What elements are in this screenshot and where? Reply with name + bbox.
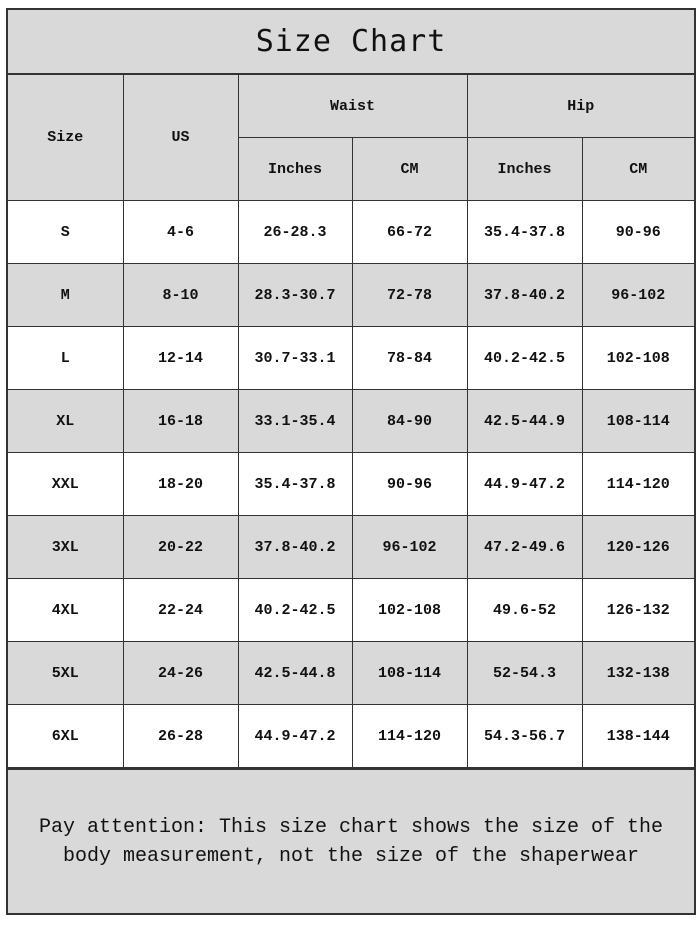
- cell-hip-cm: 96-102: [581, 263, 694, 327]
- cell-waist-cm: 90-96: [351, 452, 468, 516]
- cell-us: 22-24: [122, 578, 239, 642]
- cell-hip-inches: 54.3-56.7: [466, 704, 583, 768]
- header-hip-inches: Inches: [466, 137, 583, 201]
- size-chart: Size Chart Size US Waist Hip Inches CM I…: [6, 8, 696, 915]
- cell-hip-inches: 52-54.3: [466, 641, 583, 705]
- cell-size: 4XL: [8, 578, 124, 642]
- cell-hip-cm: 114-120: [581, 452, 694, 516]
- header-us: US: [122, 75, 239, 201]
- table-row: 5XL 24-26 42.5-44.8 108-114 52-54.3 132-138: [8, 641, 694, 705]
- table-row: 4XL 22-24 40.2-42.5 102-108 49.6-52 126-132: [8, 578, 694, 642]
- cell-hip-inches: 49.6-52: [466, 578, 583, 642]
- cell-size: 3XL: [8, 515, 124, 579]
- cell-waist-inches: 35.4-37.8: [237, 452, 353, 516]
- table-row: XL 16-18 33.1-35.4 84-90 42.5-44.9 108-114: [8, 389, 694, 453]
- table-row: 3XL 20-22 37.8-40.2 96-102 47.2-49.6 120-126: [8, 515, 694, 579]
- cell-size: M: [8, 263, 124, 327]
- cell-us: 26-28: [122, 704, 239, 768]
- table-row: L 12-14 30.7-33.1 78-84 40.2-42.5 102-108: [8, 326, 694, 390]
- table-row: 6XL 26-28 44.9-47.2 114-120 54.3-56.7 138-144: [8, 704, 694, 768]
- cell-hip-inches: 37.8-40.2: [466, 263, 583, 327]
- cell-waist-cm: 78-84: [351, 326, 468, 390]
- header-waist-cm: CM: [351, 137, 468, 201]
- cell-size: L: [8, 326, 124, 390]
- cell-waist-cm: 66-72: [351, 200, 468, 264]
- header-waist-inches: Inches: [238, 137, 353, 201]
- cell-hip-cm: 132-138: [581, 641, 694, 705]
- cell-waist-inches: 40.2-42.5: [237, 578, 353, 642]
- cell-waist-inches: 28.3-30.7: [237, 263, 353, 327]
- cell-us: 8-10: [122, 263, 239, 327]
- header-hip-cm: CM: [581, 137, 694, 201]
- note-text: Pay attention: This size chart shows the…: [8, 768, 694, 913]
- cell-hip-inches: 44.9-47.2: [466, 452, 583, 516]
- cell-size: XXL: [8, 452, 124, 516]
- cell-waist-cm: 108-114: [351, 641, 468, 705]
- cell-waist-cm: 114-120: [351, 704, 468, 768]
- cell-us: 16-18: [122, 389, 239, 453]
- cell-waist-inches: 37.8-40.2: [237, 515, 353, 579]
- cell-waist-cm: 96-102: [351, 515, 468, 579]
- cell-us: 20-22: [122, 515, 239, 579]
- cell-hip-cm: 138-144: [581, 704, 694, 768]
- cell-hip-cm: 126-132: [581, 578, 694, 642]
- table-row: XXL 18-20 35.4-37.8 90-96 44.9-47.2 114-120: [8, 452, 694, 516]
- cell-waist-inches: 33.1-35.4: [237, 389, 353, 453]
- cell-hip-cm: 102-108: [581, 326, 694, 390]
- cell-hip-cm: 108-114: [581, 389, 694, 453]
- cell-size: 6XL: [8, 704, 124, 768]
- cell-waist-cm: 72-78: [351, 263, 468, 327]
- cell-waist-inches: 26-28.3: [237, 200, 353, 264]
- cell-waist-cm: 102-108: [351, 578, 468, 642]
- cell-waist-cm: 84-90: [351, 389, 468, 453]
- cell-hip-cm: 120-126: [581, 515, 694, 579]
- cell-size: XL: [8, 389, 124, 453]
- cell-hip-inches: 42.5-44.9: [466, 389, 583, 453]
- header-row-1: Size US Waist Hip: [8, 75, 694, 201]
- cell-us: 24-26: [122, 641, 239, 705]
- header-hip: Hip: [466, 75, 694, 138]
- cell-hip-inches: 40.2-42.5: [466, 326, 583, 390]
- cell-us: 18-20: [122, 452, 239, 516]
- header-size: Size: [8, 75, 124, 201]
- cell-waist-inches: 30.7-33.1: [237, 326, 353, 390]
- cell-size: S: [8, 200, 124, 264]
- cell-us: 12-14: [122, 326, 239, 390]
- cell-us: 4-6: [122, 200, 239, 264]
- header-waist: Waist: [237, 75, 468, 138]
- cell-waist-inches: 42.5-44.8: [237, 641, 353, 705]
- chart-title: Size Chart: [8, 10, 694, 75]
- table-row: M 8-10 28.3-30.7 72-78 37.8-40.2 96-102: [8, 263, 694, 327]
- cell-size: 5XL: [8, 641, 124, 705]
- table-row: S 4-6 26-28.3 66-72 35.4-37.8 90-96: [8, 200, 694, 264]
- cell-waist-inches: 44.9-47.2: [237, 704, 353, 768]
- cell-hip-inches: 35.4-37.8: [466, 200, 583, 264]
- cell-hip-inches: 47.2-49.6: [466, 515, 583, 579]
- cell-hip-cm: 90-96: [581, 200, 694, 264]
